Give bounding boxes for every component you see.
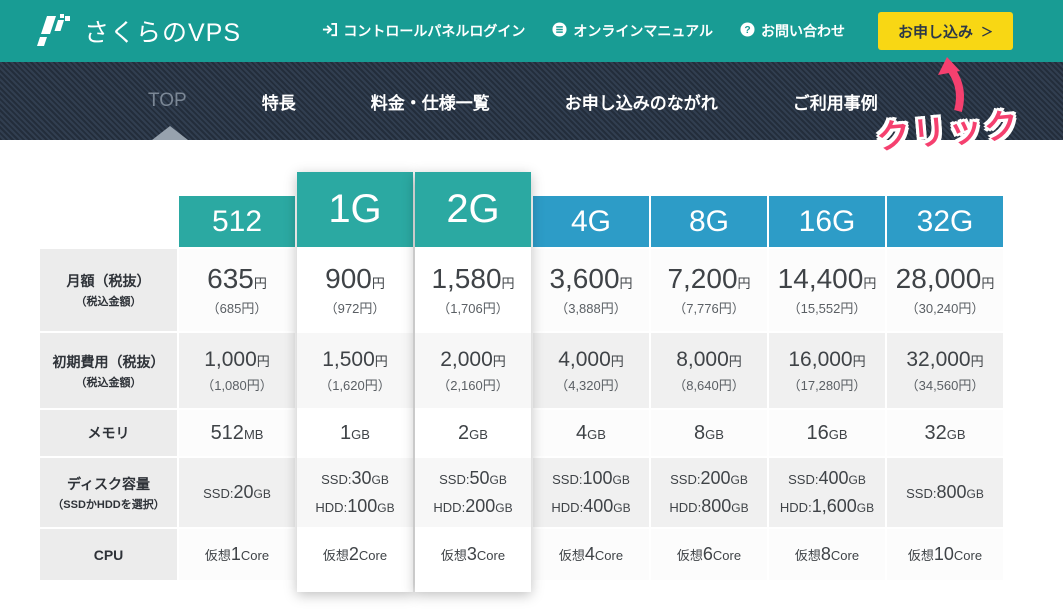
monthly-price-cell: 7,200円 （7,776円） — [651, 249, 767, 331]
cpu-cell: 仮想6Core — [651, 529, 767, 580]
cpu-cell: 仮想2Core — [297, 529, 413, 580]
plan-header-512[interactable]: 512 — [179, 196, 295, 247]
apply-button[interactable]: お申し込み ＞ — [877, 12, 1013, 50]
memory-cell: 8GB — [651, 410, 767, 456]
svg-text:?: ? — [744, 25, 750, 36]
monthly-price-cell: 635円 （685円） — [179, 249, 295, 331]
plan-column-8g: 8G 7,200円 （7,776円） 8,000円 （8,640円） 8GB S… — [651, 196, 767, 580]
initial-fee-cell: 8,000円 （8,640円） — [651, 333, 767, 408]
nav-item-pricing[interactable]: 料金・仕様一覧 — [370, 93, 490, 113]
apply-button-label: お申し込み — [897, 23, 973, 41]
disk-cell: SSD:200GB HDD:800GB — [651, 458, 767, 527]
disk-cell: SSD:400GB HDD:1,600GB — [769, 458, 885, 527]
online-manual-link[interactable]: オンラインマニュアル — [552, 21, 713, 41]
nav-item-top[interactable]: TOP — [148, 90, 187, 111]
monthly-price-cell: 14,400円 （15,552円） — [769, 249, 885, 331]
cpu-cell: 仮想8Core — [769, 529, 885, 580]
sakura-logo-icon — [36, 14, 74, 48]
initial-fee-cell: 1,000円 （1,080円） — [179, 333, 295, 408]
question-icon: ? — [740, 22, 755, 40]
top-header-bar: さくらのVPS コントロールパネルログイン — [0, 0, 1063, 62]
cpu-cell: 仮想10Core — [887, 529, 1003, 580]
memory-cell: 16GB — [769, 410, 885, 456]
row-label-column: 月額（税抜） （税込金額） 初期費用（税抜） （税込金額） メモリ ディスク容量… — [40, 249, 177, 580]
highlight-column-footer — [415, 580, 531, 592]
nav-item-apply-flow[interactable]: お申し込みのながれ — [564, 93, 718, 113]
plan-column-1g: 1G 900円 （972円） 1,500円 （1,620円） 1GB SSD:3… — [297, 172, 413, 592]
disk-cell: SSD:30GB HDD:100GB — [297, 458, 413, 527]
initial-fee-cell: 16,000円 （17,280円） — [769, 333, 885, 408]
plan-header-32g[interactable]: 32G — [887, 196, 1003, 247]
plan-header-8g[interactable]: 8G — [651, 196, 767, 247]
row-label-disk: ディスク容量 （SSDかHDDを選択） — [40, 458, 177, 527]
plan-column-512: 512 635円 （685円） 1,000円 （1,080円） 512MB SS… — [179, 196, 295, 580]
plan-column-4g: 4G 3,600円 （3,888円） 4,000円 （4,320円） 4GB S… — [533, 196, 649, 580]
login-link-label: コントロールパネルログイン — [343, 23, 526, 39]
row-label-monthly: 月額（税抜） （税込金額） — [40, 249, 177, 331]
cpu-cell: 仮想3Core — [415, 529, 531, 580]
disk-cell: SSD:100GB HDD:400GB — [533, 458, 649, 527]
nav-item-features[interactable]: 特長 — [261, 93, 296, 113]
nav-item-case-studies[interactable]: ご利用事例 — [792, 93, 878, 113]
plan-column-2g: 2G 1,580円 （1,706円） 2,000円 （2,160円） 2GB S… — [415, 172, 531, 592]
initial-fee-cell: 2,000円 （2,160円） — [415, 333, 531, 408]
header-links: コントロールパネルログイン オンラインマニュアル ? — [322, 12, 1063, 50]
disk-cell: SSD:800GB — [887, 458, 1003, 527]
row-label-initial: 初期費用（税抜） （税込金額） — [40, 333, 177, 408]
logo-text: さくらのVPS — [84, 19, 242, 47]
main-nav: TOP 特長 料金・仕様一覧 お申し込みのながれ ご利用事例 — [0, 62, 1063, 140]
monthly-price-cell: 28,000円 （30,240円） — [887, 249, 1003, 331]
initial-fee-cell: 32,000円 （34,560円） — [887, 333, 1003, 408]
row-label-cpu: CPU — [40, 529, 177, 580]
memory-cell: 32GB — [887, 410, 1003, 456]
disk-cell: SSD:50GB HDD:200GB — [415, 458, 531, 527]
chevron-right-icon: ＞ — [980, 24, 993, 39]
manual-icon — [552, 22, 567, 40]
memory-cell: 512MB — [179, 410, 295, 456]
pricing-table: 月額（税抜） （税込金額） 初期費用（税抜） （税込金額） メモリ ディスク容量… — [40, 172, 1003, 592]
plan-header-2g[interactable]: 2G — [415, 172, 531, 247]
login-icon — [322, 22, 338, 40]
contact-link[interactable]: ? お問い合わせ — [740, 21, 845, 41]
row-label-memory: メモリ — [40, 410, 177, 456]
active-tab-indicator-triangle — [152, 126, 188, 140]
memory-cell: 1GB — [297, 410, 413, 456]
highlight-column-footer — [297, 580, 413, 592]
plan-header-4g[interactable]: 4G — [533, 196, 649, 247]
memory-cell: 4GB — [533, 410, 649, 456]
initial-fee-cell: 4,000円 （4,320円） — [533, 333, 649, 408]
cpu-cell: 仮想4Core — [533, 529, 649, 580]
plan-column-16g: 16G 14,400円 （15,552円） 16,000円 （17,280円） … — [769, 196, 885, 580]
initial-fee-cell: 1,500円 （1,620円） — [297, 333, 413, 408]
plan-column-32g: 32G 28,000円 （30,240円） 32,000円 （34,560円） … — [887, 196, 1003, 580]
logo[interactable]: さくらのVPS — [36, 13, 241, 49]
monthly-price-cell: 1,580円 （1,706円） — [415, 249, 531, 331]
manual-link-label: オンラインマニュアル — [573, 23, 713, 39]
control-panel-login-link[interactable]: コントロールパネルログイン — [322, 21, 525, 41]
disk-cell: SSD:20GB — [179, 458, 295, 527]
monthly-price-cell: 3,600円 （3,888円） — [533, 249, 649, 331]
plan-header-16g[interactable]: 16G — [769, 196, 885, 247]
memory-cell: 2GB — [415, 410, 531, 456]
cpu-cell: 仮想1Core — [179, 529, 295, 580]
contact-link-label: お問い合わせ — [760, 23, 845, 39]
monthly-price-cell: 900円 （972円） — [297, 249, 413, 331]
plan-header-1g[interactable]: 1G — [297, 172, 413, 247]
